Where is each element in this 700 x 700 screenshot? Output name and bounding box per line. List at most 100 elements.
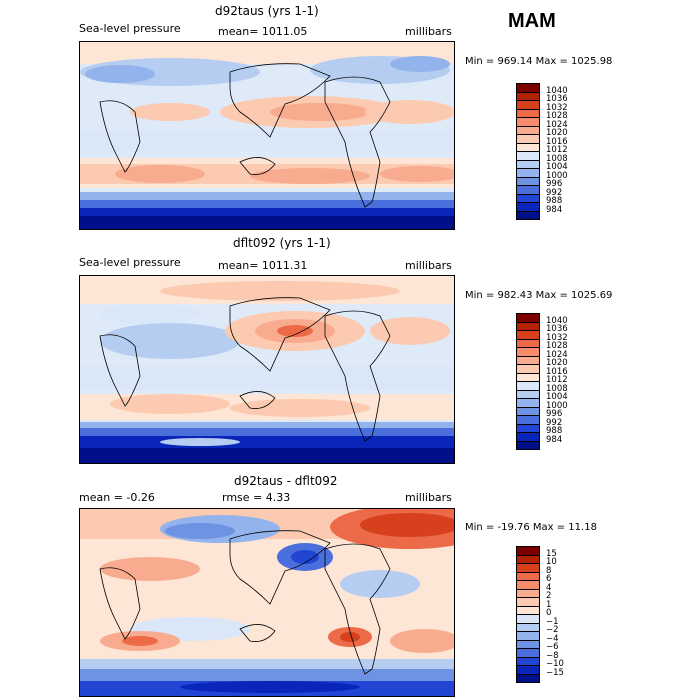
colorbar-swatch [516,432,540,441]
colorbar-label: 1004 [546,392,568,402]
colorbar-label: 1032 [546,102,568,113]
colorbar-label: 1008 [546,383,568,394]
colorbar-swatch [516,440,540,450]
panel2-units: millibars [405,259,452,272]
colorbar-swatch [516,673,540,683]
colorbar-swatch [516,597,540,606]
colorbar-swatch [516,83,540,92]
colorbar-swatch [516,639,540,648]
colorbar-swatch [516,648,540,657]
colorbar-label: −2 [546,625,559,635]
colorbar-swatch [516,423,540,432]
colorbar-swatch [516,656,540,665]
colorbar-swatch [516,338,540,347]
colorbar-swatch [516,321,540,330]
colorbar-label: −4 [546,633,559,644]
colorbar-label: 1016 [546,136,568,147]
panel3-units: millibars [405,491,452,504]
colorbar-label: 992 [546,187,563,198]
colorbar-label: 992 [546,417,563,428]
season-title: MAM [508,10,556,32]
colorbar-swatch [516,631,540,640]
colorbar-label: 1000 [546,400,568,411]
colorbar-swatch [516,580,540,589]
colorbar-label: 996 [546,409,563,419]
panel3-title: d92taus - dflt092 [234,474,338,488]
colorbar-swatch [516,554,540,563]
colorbar-swatch [516,202,540,211]
colorbar-label: 2 [546,591,552,601]
panel3-map [79,508,455,697]
colorbar-label: 1020 [546,358,568,368]
colorbar-label: 4 [546,582,552,593]
colorbar-swatch [516,91,540,100]
panel2-title: dflt092 (yrs 1-1) [233,236,331,250]
colorbar-label: 8 [546,565,552,576]
colorbar-label: 1024 [546,119,568,130]
colorbar-label: 996 [546,179,563,189]
colorbar-label: 1 [546,599,552,610]
colorbar-swatch [516,406,540,415]
colorbar-label: −1 [546,616,559,627]
colorbar-swatch [516,330,540,339]
colorbar-label: 1008 [546,153,568,164]
colorbar-swatch [516,571,540,580]
colorbar-label: 984 [546,204,563,215]
colorbar-label: 1004 [546,162,568,172]
colorbar-swatch [516,622,540,631]
colorbar-swatch [516,364,540,373]
colorbar-swatch [516,159,540,168]
colorbar-swatch [516,168,540,177]
colorbar-swatch [516,134,540,143]
colorbar-swatch [516,313,540,322]
colorbar-swatch [516,665,540,674]
panel3-rmse: rmse = 4.33 [222,491,291,504]
colorbar-label: 1036 [546,324,568,334]
colorbar-swatch [516,125,540,134]
colorbar-label: −8 [546,650,559,661]
panel1-left-label: Sea-level pressure [79,22,181,35]
panel2-mean: mean= 1011.31 [218,259,308,272]
colorbar-swatch [516,117,540,126]
panel2-left-label: Sea-level pressure [79,256,181,269]
colorbar-label: 1000 [546,170,568,181]
colorbar-label: −6 [546,642,559,652]
panel1-mean: mean= 1011.05 [218,25,308,38]
panel1-minmax: Min = 969.14 Max = 1025.98 [465,56,613,67]
colorbar-label: 988 [546,196,563,206]
colorbar-swatch [516,372,540,381]
panel2-minmax: Min = 982.43 Max = 1025.69 [465,290,613,301]
colorbar-label: 1040 [546,85,568,96]
colorbar-label: 1028 [546,341,568,351]
colorbar-label: 988 [546,426,563,436]
colorbar-swatch [516,347,540,356]
colorbar-label: 984 [546,434,563,445]
colorbar-swatch [516,176,540,185]
colorbar-swatch [516,193,540,202]
colorbar-swatch [516,142,540,151]
colorbar-label: 1024 [546,349,568,360]
colorbar-swatch [516,108,540,117]
colorbar-label: −15 [546,667,564,678]
colorbar-label: 1020 [546,128,568,138]
colorbar-label: 1040 [546,315,568,326]
colorbar-swatch [516,563,540,572]
panel3-minmax: Min = -19.76 Max = 11.18 [465,522,597,533]
colorbar-swatch [516,185,540,194]
colorbar-swatch [516,614,540,623]
colorbar-swatch [516,355,540,364]
colorbar-swatch [516,398,540,407]
colorbar-label: 1012 [546,375,568,385]
colorbar-swatch [516,415,540,424]
colorbar-label: 6 [546,574,552,584]
colorbar-swatch [516,210,540,220]
colorbar-swatch [516,588,540,597]
colorbar-label: 1016 [546,366,568,377]
colorbar-swatch [516,389,540,398]
colorbar-swatch [516,605,540,614]
colorbar-label: 1036 [546,94,568,104]
colorbar-swatch [516,151,540,160]
colorbar-label: 1028 [546,111,568,121]
colorbar-label: 0 [546,608,552,618]
colorbar-label: 1032 [546,332,568,343]
